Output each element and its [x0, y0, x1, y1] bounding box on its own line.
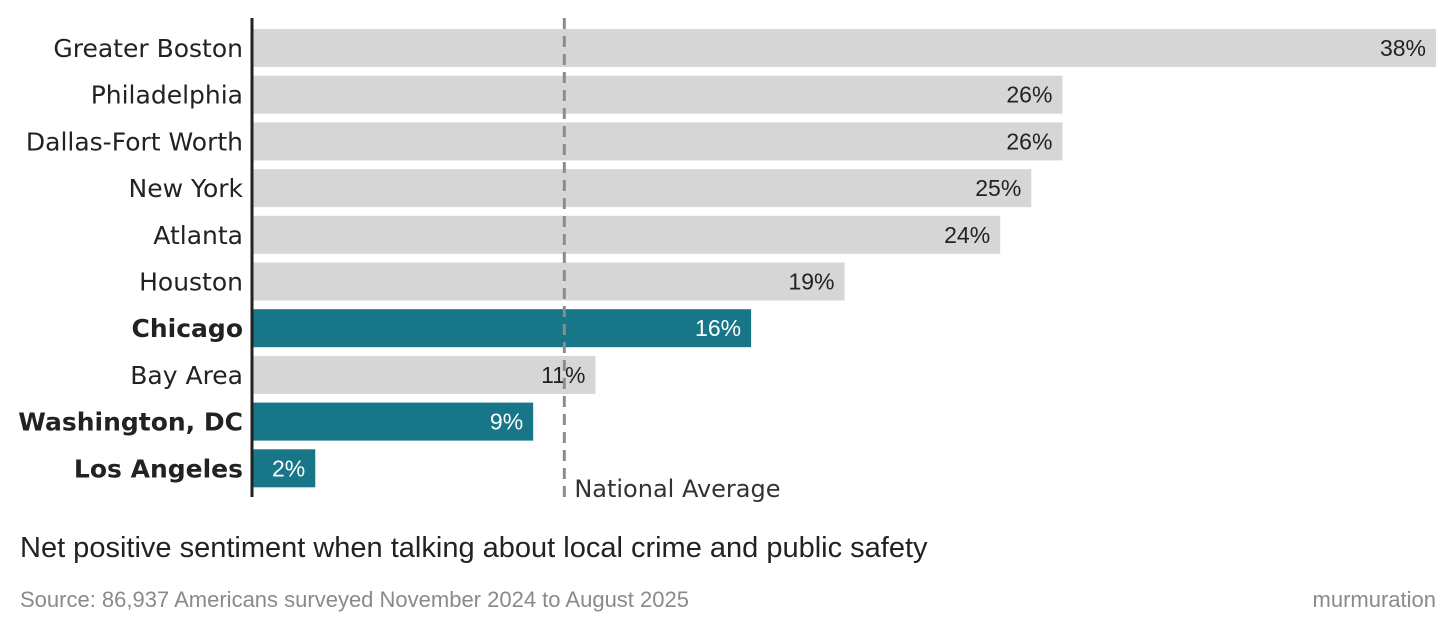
bar-atlanta: [253, 215, 1001, 254]
category-label-greater-boston: Greater Boston: [53, 34, 243, 63]
bar-chicago: [253, 309, 752, 348]
category-label-los-angeles: Los Angeles: [74, 454, 243, 483]
value-label-houston: 19%: [788, 269, 834, 295]
bar-bay-area: [253, 355, 596, 394]
brand-name: murmuration: [1312, 587, 1436, 612]
value-label-dallas-fort-worth: 26%: [1006, 128, 1052, 154]
bar-greater-boston: [253, 29, 1436, 67]
category-labels: Greater Boston Philadelphia Dallas-Fort Wo…: [18, 34, 243, 483]
source-note: Source: 86,937 Americans surveyed Novemb…: [20, 587, 689, 612]
category-label-bay-area: Bay Area: [130, 361, 243, 390]
value-label-washington-dc: 9%: [490, 409, 523, 435]
bar-philadelphia: [253, 75, 1063, 114]
value-label-greater-boston: 38%: [1380, 35, 1426, 61]
category-label-chicago: Chicago: [132, 314, 243, 343]
national-average-reference: National Average: [562, 18, 781, 503]
value-label-atlanta: 24%: [944, 222, 990, 248]
bar-dallas-fort-worth: [253, 122, 1063, 161]
value-label-los-angeles: 2%: [272, 455, 305, 481]
category-label-dallas-fort-worth: Dallas-Fort Worth: [26, 127, 243, 156]
category-label-atlanta: Atlanta: [153, 221, 243, 250]
chart-title: Net positive sentiment when talking abou…: [20, 532, 928, 564]
category-label-philadelphia: Philadelphia: [91, 81, 243, 110]
value-label-philadelphia: 26%: [1006, 82, 1052, 108]
bars-group: 38%26%26%25%24%19%16%11%9%2%: [253, 29, 1436, 488]
value-label-chicago: 16%: [695, 315, 741, 341]
bar-houston: [253, 262, 845, 301]
bar-chart: 38%26%26%25%24%19%16%11%9%2% National Av…: [18, 18, 1436, 503]
category-label-houston: Houston: [139, 268, 243, 297]
bar-los-angeles: [253, 449, 316, 488]
category-label-new-york: New York: [129, 174, 244, 203]
bar-new-york: [253, 169, 1032, 208]
national-average-label: National Average: [574, 475, 780, 503]
bar-washington-dc: [253, 402, 534, 441]
value-label-new-york: 25%: [975, 175, 1021, 201]
category-label-washington-dc: Washington, DC: [18, 408, 243, 437]
